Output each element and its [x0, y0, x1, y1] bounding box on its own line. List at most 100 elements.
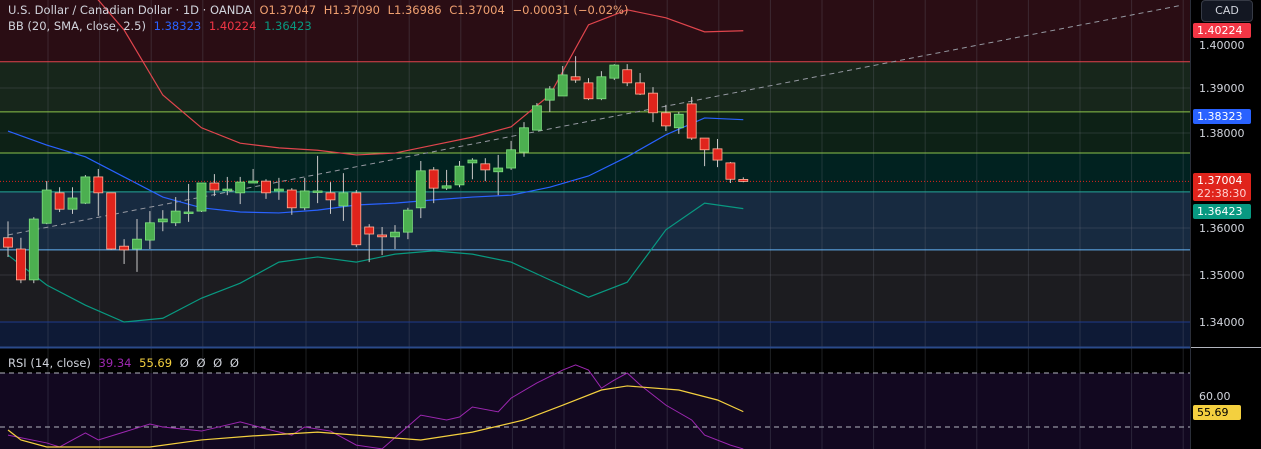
candle	[712, 148, 723, 161]
candle	[441, 185, 452, 189]
candle	[144, 222, 155, 241]
candle	[506, 149, 517, 169]
candle	[15, 248, 26, 281]
price-zone	[0, 249, 1190, 322]
candle	[532, 105, 542, 131]
symbol-title: U.S. Dollar / Canadian Dollar · 1D · OAN…	[8, 3, 252, 17]
price-tick: 1.38000	[1199, 127, 1245, 140]
rsi-extra: Ø	[196, 356, 206, 370]
rsi-ma-badge: 55.69	[1193, 405, 1241, 420]
candle	[196, 182, 207, 212]
bb-label: BB (20, SMA, close, 2.5)	[8, 19, 146, 33]
bb-lower-badge: 1.36423	[1193, 204, 1251, 219]
candle	[519, 127, 529, 153]
candle	[635, 82, 645, 95]
bb-basis-badge: 1.38323	[1193, 109, 1251, 124]
price-tick: 1.34000	[1199, 316, 1245, 329]
candle	[738, 179, 749, 182]
candle	[54, 192, 65, 210]
candle	[338, 192, 349, 207]
candle	[183, 211, 194, 214]
rsi-value: 39.34	[98, 356, 132, 370]
candle	[480, 163, 491, 171]
candle	[428, 169, 439, 189]
bar-countdown: 22:38:30	[1197, 187, 1247, 200]
bb-legend[interactable]: BB (20, SMA, close, 2.5) 1.38323 1.40224…	[8, 19, 316, 33]
ohlc-close: C1.37004	[449, 3, 505, 17]
price-zone	[0, 111, 1190, 154]
candle	[415, 170, 426, 209]
ohlc-high: H1.37090	[323, 3, 380, 17]
candle	[544, 88, 555, 101]
candle	[493, 167, 504, 173]
candle	[325, 192, 336, 201]
last-price: 1.37004	[1197, 174, 1243, 187]
candle	[41, 189, 52, 224]
candle	[454, 165, 465, 186]
candle	[725, 162, 736, 180]
rsi-extra: Ø	[179, 356, 189, 370]
candle	[351, 192, 362, 246]
candle	[377, 234, 388, 238]
candle	[209, 182, 220, 191]
candle	[80, 176, 91, 204]
ohlc-open: O1.37047	[259, 3, 317, 17]
rsi-line	[7, 364, 744, 449]
candle	[28, 218, 39, 281]
bb-basis-value: 1.38323	[153, 19, 202, 33]
candle	[364, 226, 375, 235]
rsi-legend[interactable]: RSI (14, close) 39.34 55.69 Ø Ø Ø Ø	[8, 356, 243, 370]
candle	[402, 209, 413, 233]
bb-lower-value: 1.36423	[264, 19, 312, 33]
rsi-label: RSI (14, close)	[8, 356, 91, 370]
candle	[609, 64, 620, 79]
candle	[67, 197, 78, 210]
price-chart[interactable]	[0, 0, 1190, 449]
candle	[273, 188, 284, 192]
candle	[648, 92, 658, 114]
ohlc-low: L1.36986	[387, 3, 442, 17]
last-price-badge: 1.37004 22:38:30	[1193, 173, 1251, 201]
candle	[261, 180, 271, 194]
price-tick: 1.35000	[1199, 269, 1245, 282]
rsi-ma-value: 55.69	[139, 356, 173, 370]
price-tick: 1.39000	[1199, 82, 1245, 95]
rsi-extra: Ø	[213, 356, 223, 370]
candle	[390, 231, 400, 238]
candle	[622, 69, 633, 84]
candle	[106, 192, 117, 250]
ohlc-change: −0.00031 (−0.02%)	[512, 3, 629, 17]
bb-upper-value: 1.40224	[208, 19, 257, 33]
price-axis[interactable]: CAD 1.40224 1.40000 1.39000 1.38323 1.38…	[1190, 0, 1261, 449]
candle	[248, 180, 259, 184]
candle	[157, 218, 168, 223]
rsi-extra: Ø	[229, 356, 239, 370]
rsi-tick: 60.00	[1199, 390, 1231, 403]
candle	[661, 112, 671, 127]
candle	[3, 237, 13, 248]
candle	[686, 103, 697, 139]
price-tick: 1.40000	[1199, 39, 1245, 52]
candle	[299, 190, 310, 209]
pane-divider	[1191, 347, 1261, 348]
candle	[235, 181, 246, 194]
bb-lower-line	[7, 202, 744, 323]
candle	[286, 189, 297, 209]
price-zone	[0, 322, 1190, 347]
bb-upper-badge: 1.40224	[1193, 23, 1251, 38]
candle	[222, 188, 233, 191]
candle	[467, 159, 478, 164]
bb-upper-line	[97, 0, 744, 156]
rsi-band	[0, 373, 1190, 449]
candle	[93, 176, 104, 194]
price-tick: 1.36000	[1199, 222, 1245, 235]
candle	[557, 74, 568, 97]
currency-button[interactable]: CAD	[1201, 0, 1253, 22]
symbol-legend: U.S. Dollar / Canadian Dollar · 1D · OAN…	[8, 3, 632, 17]
candle	[312, 190, 323, 193]
candle	[170, 210, 181, 224]
rsi-ma-line	[7, 385, 744, 448]
bb-basis-line	[7, 117, 744, 214]
price-zone	[0, 61, 1190, 112]
candle	[583, 82, 594, 100]
